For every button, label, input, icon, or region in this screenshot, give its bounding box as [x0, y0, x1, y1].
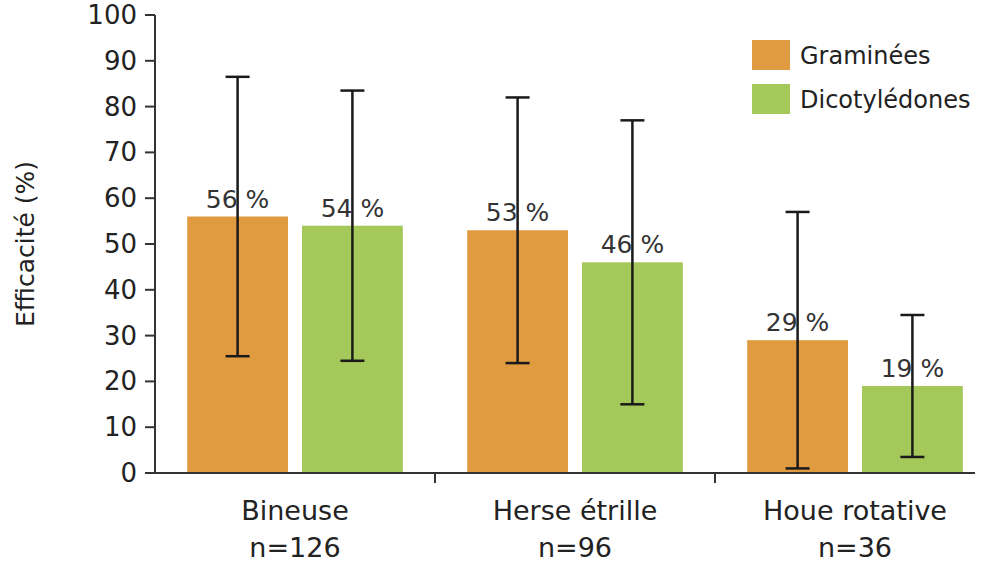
y-tick — [145, 243, 155, 245]
error-stem — [236, 77, 239, 356]
y-tick-label: 60 — [104, 183, 137, 213]
y-tick-label: 20 — [104, 366, 137, 396]
y-tick — [145, 472, 155, 474]
y-tick-label: 10 — [104, 412, 137, 442]
error-cap — [340, 360, 364, 363]
y-tick-label: 40 — [104, 275, 137, 305]
legend: Graminées Dicotylédones — [752, 40, 970, 114]
data-label: 46 % — [601, 230, 665, 259]
x-tick — [714, 473, 716, 483]
error-cap — [620, 403, 644, 406]
y-tick — [145, 289, 155, 291]
category-note: n=36 — [818, 532, 892, 563]
category-label: Herse étrille — [493, 495, 658, 526]
y-tick — [145, 106, 155, 108]
legend-swatch — [752, 84, 790, 114]
legend-label: Dicotylédones — [800, 86, 970, 114]
data-label: 54 % — [321, 194, 385, 223]
y-tick — [145, 14, 155, 16]
error-bar — [786, 212, 810, 468]
error-cap — [786, 211, 810, 214]
category-note: n=96 — [538, 532, 612, 563]
chart: 56 % 53 % 29 % 54 % 46 % 19 % 0 10 20 30 40 50 60 70 8… — [0, 0, 1000, 575]
error-stem — [516, 97, 519, 363]
error-bar — [620, 120, 644, 404]
y-tick-label: 80 — [104, 92, 137, 122]
y-tick — [145, 60, 155, 62]
error-cap — [506, 362, 530, 365]
error-stem — [631, 120, 634, 404]
error-bar — [506, 97, 530, 363]
y-tick-label: 90 — [104, 46, 137, 76]
error-cap — [900, 314, 924, 317]
error-cap — [786, 467, 810, 470]
y-tick — [145, 335, 155, 337]
error-bar — [226, 77, 250, 356]
error-stem — [351, 91, 354, 361]
error-cap — [226, 76, 250, 79]
y-tick — [145, 197, 155, 199]
error-stem — [911, 315, 914, 457]
error-cap — [900, 456, 924, 459]
legend-swatch — [752, 40, 790, 70]
y-axis-label: Efficacité (%) — [11, 161, 40, 327]
error-bar — [340, 91, 364, 361]
category-label: Bineuse — [241, 495, 349, 526]
x-axis — [155, 472, 975, 474]
error-stem — [796, 212, 799, 468]
error-cap — [506, 96, 530, 99]
error-cap — [226, 355, 250, 358]
y-tick-label: 50 — [104, 229, 137, 259]
data-label: 53 % — [486, 198, 550, 227]
data-label: 29 % — [766, 308, 830, 337]
y-tick-label: 70 — [104, 137, 137, 167]
category-label: Houe rotative — [763, 495, 947, 526]
error-bar — [900, 315, 924, 457]
data-label: 19 % — [881, 354, 945, 383]
y-tick-label: 30 — [104, 321, 137, 351]
error-cap — [340, 89, 364, 92]
data-label: 56 % — [206, 185, 270, 214]
legend-label: Graminées — [800, 42, 930, 70]
x-tick — [434, 473, 436, 483]
y-tick-label: 0 — [120, 458, 137, 488]
y-tick-label: 100 — [87, 0, 137, 30]
y-tick — [145, 426, 155, 428]
category-note: n=126 — [249, 532, 340, 563]
y-tick — [145, 380, 155, 382]
y-tick — [145, 151, 155, 153]
error-cap — [620, 119, 644, 122]
bars — [187, 77, 963, 473]
